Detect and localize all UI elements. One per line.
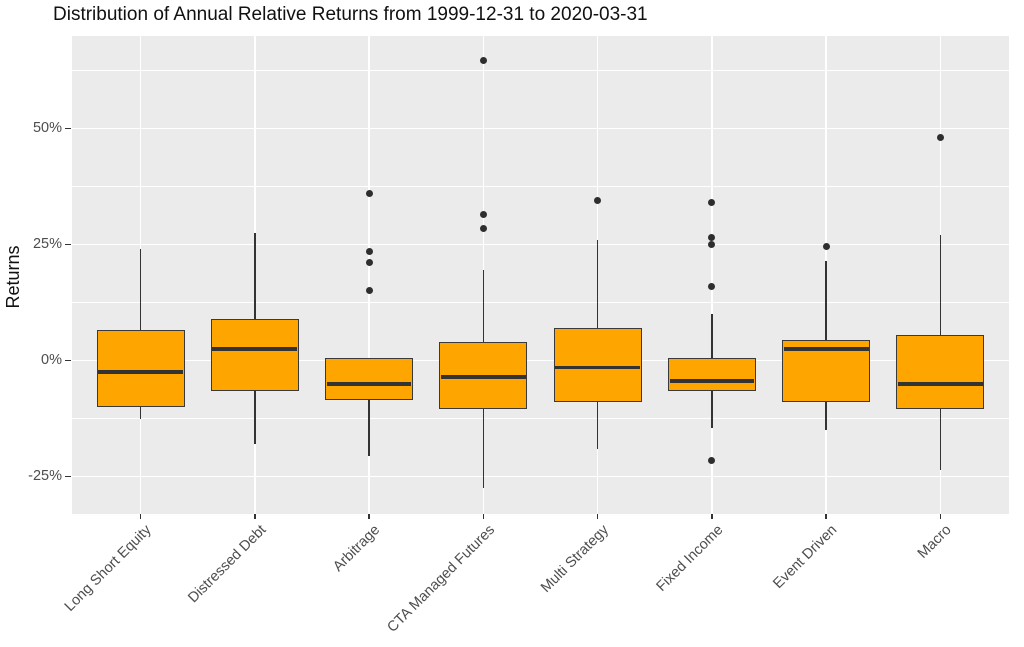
outlier-dot bbox=[479, 57, 487, 65]
x-tick-label: Arbitrage bbox=[330, 522, 384, 575]
y-axis-tick bbox=[65, 243, 71, 246]
x-axis-tick bbox=[254, 514, 256, 519]
outlier-dot bbox=[365, 189, 373, 197]
whisker-lower bbox=[825, 402, 827, 431]
y-tick-label: -25% bbox=[28, 468, 62, 485]
median-line bbox=[898, 381, 983, 386]
x-tick-label: CTA Managed Futures bbox=[383, 522, 498, 636]
box-and-whisker bbox=[210, 318, 299, 391]
x-axis-tick bbox=[482, 514, 485, 519]
chart-title: Distribution of Annual Relative Returns … bbox=[53, 4, 648, 25]
gridline-major bbox=[72, 243, 1009, 246]
y-axis-tick bbox=[65, 359, 71, 362]
whisker-lower bbox=[254, 390, 256, 445]
whisker-upper bbox=[139, 249, 142, 331]
x-tick-label: Fixed Income bbox=[653, 522, 727, 595]
outlier-dot bbox=[708, 456, 716, 464]
median-line bbox=[98, 370, 183, 374]
whisker-lower bbox=[368, 399, 370, 456]
x-tick-label: Distressed Debt bbox=[184, 522, 270, 607]
gridline-x bbox=[368, 36, 370, 514]
x-tick-label: Multi Strategy bbox=[537, 522, 612, 597]
x-axis-tick bbox=[368, 514, 370, 519]
median-line bbox=[669, 379, 755, 384]
x-axis-tick bbox=[139, 514, 142, 519]
whisker-lower bbox=[596, 402, 599, 449]
outlier-dot bbox=[708, 240, 716, 248]
whisker-lower bbox=[482, 409, 485, 489]
x-axis-tick bbox=[939, 514, 942, 519]
outlier-dot bbox=[479, 224, 487, 232]
box-and-whisker bbox=[553, 327, 642, 403]
outlier-dot bbox=[365, 287, 373, 295]
y-tick-label: 25% bbox=[32, 235, 62, 252]
box-and-whisker bbox=[667, 358, 756, 391]
outlier-dot bbox=[708, 233, 716, 241]
x-tick-label: Event Driven bbox=[770, 522, 841, 593]
outlier-dot bbox=[708, 282, 716, 290]
whisker-upper bbox=[596, 239, 599, 328]
median-line bbox=[783, 346, 869, 351]
outlier-dot bbox=[822, 243, 830, 251]
whisker-upper bbox=[939, 235, 942, 335]
median-line bbox=[440, 374, 526, 379]
box-and-whisker bbox=[325, 358, 414, 400]
gridline-minor bbox=[72, 69, 1009, 71]
whisker-upper bbox=[482, 269, 485, 342]
box-and-whisker bbox=[896, 334, 985, 410]
gridline-minor bbox=[72, 418, 1009, 419]
outlier-dot bbox=[365, 259, 373, 267]
gridline-minor bbox=[72, 185, 1009, 187]
gridline-major bbox=[72, 359, 1009, 362]
median-line bbox=[555, 365, 641, 370]
whisker-lower bbox=[139, 406, 142, 419]
whisker-upper bbox=[254, 232, 256, 319]
whisker-upper bbox=[825, 260, 827, 340]
x-tick-label: Long Short Equity bbox=[62, 522, 155, 615]
x-tick-label: Macro bbox=[914, 522, 955, 562]
y-axis-tick bbox=[65, 475, 71, 478]
box-and-whisker bbox=[96, 330, 185, 407]
outlier-dot bbox=[708, 199, 716, 207]
x-axis-tick bbox=[596, 514, 599, 519]
outlier-dot bbox=[936, 134, 944, 142]
x-axis-tick bbox=[825, 514, 827, 519]
whisker-lower bbox=[939, 409, 942, 470]
gridline-x bbox=[711, 36, 713, 514]
median-line bbox=[212, 346, 298, 351]
plot-panel bbox=[72, 36, 1009, 514]
whisker-upper bbox=[711, 314, 713, 359]
y-axis-tick bbox=[65, 127, 71, 130]
gridline-major bbox=[72, 475, 1009, 478]
median-line bbox=[326, 381, 412, 386]
outlier-dot bbox=[594, 196, 602, 204]
whisker-lower bbox=[711, 390, 713, 428]
gridline-major bbox=[72, 127, 1009, 130]
y-tick-label: 0% bbox=[41, 352, 62, 368]
y-tick-label: 50% bbox=[32, 119, 62, 136]
gridline-minor bbox=[72, 302, 1009, 303]
outlier-dot bbox=[365, 247, 373, 255]
x-axis-tick bbox=[711, 514, 713, 519]
outlier-dot bbox=[479, 210, 487, 218]
